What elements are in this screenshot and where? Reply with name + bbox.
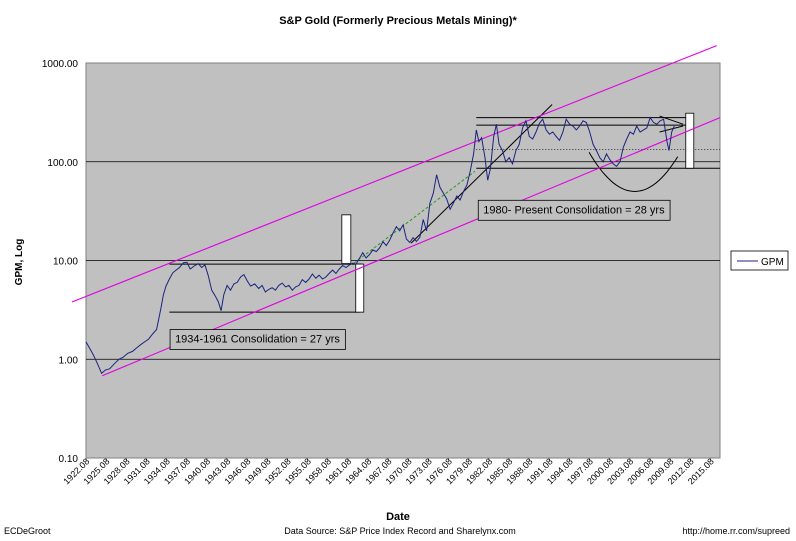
legend: GPM (730, 250, 789, 271)
footer-left: ECDeGroot (4, 526, 51, 536)
series-line-gpm (85, 116, 675, 375)
legend-label-gpm: GPM (761, 257, 784, 268)
y-tick-labels: 0.10 1.00 10.00 100.00 1000.00 (42, 59, 79, 465)
y-tick-label: 100.00 (47, 158, 78, 169)
footer-center: Data Source: S&P Price Index Record and … (284, 526, 515, 536)
breakout-trendline (353, 170, 476, 264)
footer-right: http://home.rr.com/supreed (682, 526, 790, 536)
annotation-box-1 (169, 329, 346, 350)
legend-box (730, 250, 789, 271)
measure-bar-1961-lower (355, 263, 365, 313)
rising-trendline (410, 104, 553, 244)
y-tick-label: 10.00 (53, 257, 78, 268)
x-tick-labels: 1922.081925.081928.081931.081934.081937.… (61, 456, 716, 486)
annotation-box-2 (477, 199, 671, 221)
rounding-bottom-arc (588, 151, 679, 193)
measure-bar-2012 (685, 112, 695, 169)
chart-title: S&P Gold (Formerly Precious Metals Minin… (279, 15, 517, 27)
measure-bar-1961-upper (341, 214, 352, 265)
y-tick-label: 1.00 (59, 355, 79, 366)
annotation-text-1: 1934-1961 Consolidation = 27 yrs (175, 334, 340, 346)
annotation-text-2: 1980- Present Consolidation = 28 yrs (483, 204, 665, 216)
annotation-boxes: 1934-1961 Consolidation = 27 yrs 1980- Pr… (169, 199, 671, 350)
trend-upper-channel (71, 45, 717, 303)
y-tick-label: 0.10 (59, 454, 79, 465)
wedge-upper (659, 115, 684, 125)
wedge-lower (659, 125, 684, 133)
y-axis-label: GPM, Log (14, 239, 25, 286)
x-axis-label: Date (386, 511, 410, 523)
y-tick-label: 1000.00 (42, 59, 79, 70)
